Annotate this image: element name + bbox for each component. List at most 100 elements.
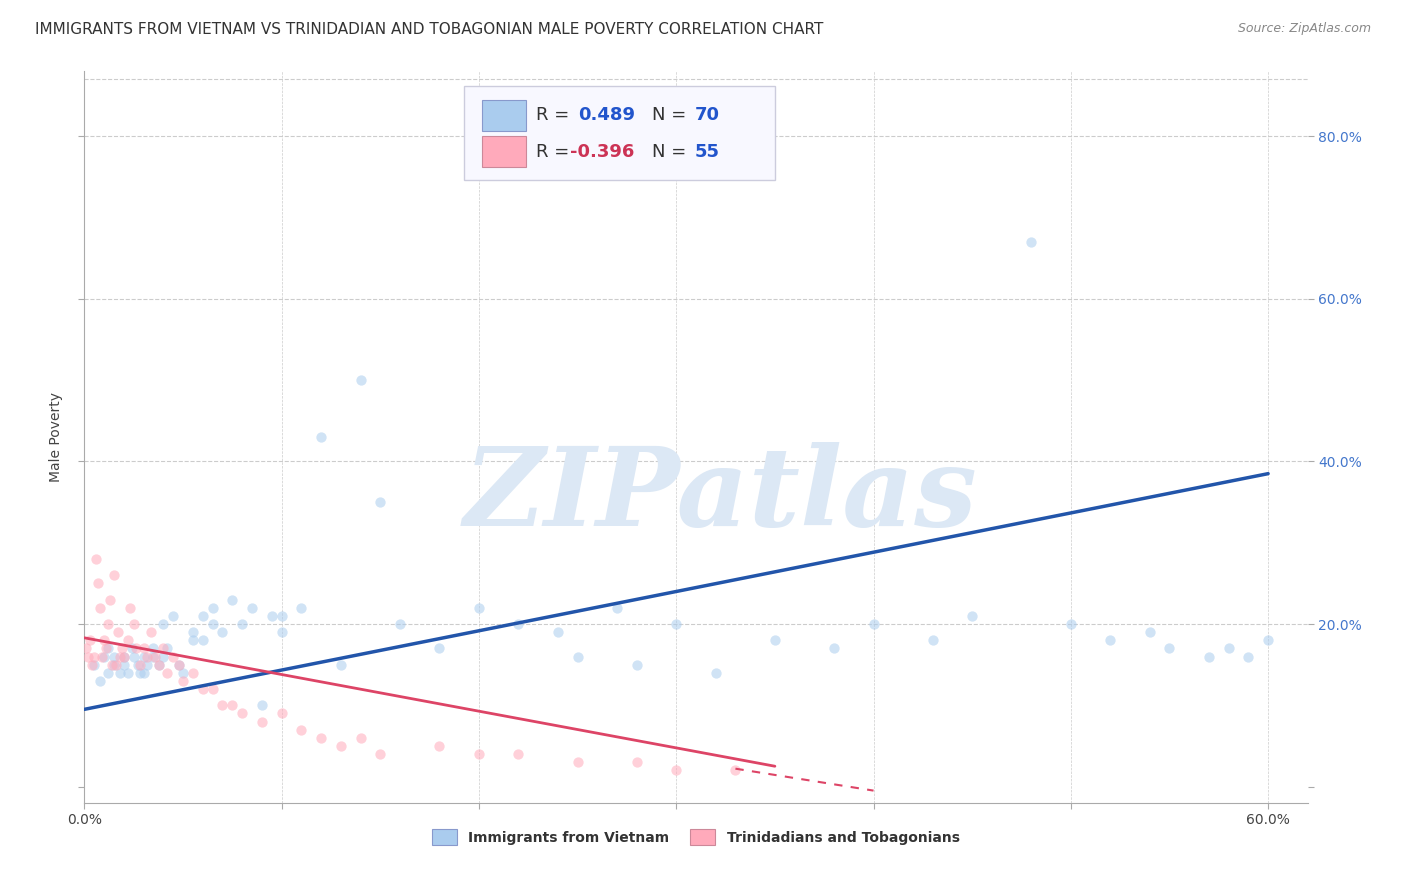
Point [152,649,174,664]
Text: 0.489: 0.489 [578,106,636,124]
Point [84,552,107,566]
FancyBboxPatch shape [482,136,526,167]
Point [127,657,149,672]
Point [148,657,170,672]
Text: Source: ZipAtlas.com: Source: ZipAtlas.com [1237,22,1371,36]
Point [862,617,884,632]
Point [103,568,125,582]
Point [108,665,131,680]
Point [270,706,292,721]
Point [191,633,214,648]
Point [75,641,97,656]
Point [1021,235,1043,249]
Point [606,600,628,615]
Point [368,747,391,761]
Point [152,641,174,656]
Point [704,665,727,680]
Point [724,764,747,778]
Point [231,706,253,721]
Point [132,649,155,664]
Point [1257,633,1279,648]
Point [167,657,190,672]
Point [97,617,120,632]
Point [329,739,352,753]
Point [221,592,243,607]
Point [98,592,121,607]
Point [97,665,120,680]
Point [368,495,391,509]
Point [103,649,125,664]
Text: 70: 70 [695,106,720,124]
Point [141,625,163,640]
Point [429,739,451,753]
Point [162,608,184,623]
Point [508,617,530,632]
Point [201,617,224,632]
Point [156,665,179,680]
Point [211,625,233,640]
Point [1139,625,1161,640]
Point [921,633,943,648]
Point [83,649,105,664]
Point [118,600,141,615]
Point [172,665,194,680]
Point [122,617,145,632]
Point [1198,649,1220,664]
Point [94,641,117,656]
Point [508,747,530,761]
Point [1060,617,1083,632]
Point [270,608,292,623]
Point [250,714,273,729]
Point [349,731,371,745]
Point [429,641,451,656]
Point [112,657,135,672]
Point [1237,649,1260,664]
Point [121,641,143,656]
Point [309,731,332,745]
Point [960,608,983,623]
Point [93,649,115,664]
Point [128,657,150,672]
Point [201,681,224,696]
Point [290,723,312,737]
Point [349,373,371,387]
Point [468,600,491,615]
Point [191,608,214,623]
Point [142,641,165,656]
Point [124,641,146,656]
Point [626,755,648,769]
Point [148,657,170,672]
Text: N =: N = [652,106,686,124]
Point [201,600,224,615]
Point [162,649,184,664]
FancyBboxPatch shape [464,86,776,179]
Text: 55: 55 [695,143,720,161]
Point [112,649,135,664]
Point [270,625,292,640]
Point [665,764,688,778]
Point [250,698,273,713]
Point [152,617,174,632]
Point [83,657,105,672]
Point [156,641,179,656]
Point [107,625,129,640]
Point [82,657,104,672]
Point [172,673,194,688]
Text: R =: R = [536,106,569,124]
Point [763,633,786,648]
Point [1159,641,1181,656]
Text: -0.396: -0.396 [569,143,634,161]
Point [136,649,159,664]
Point [97,641,120,656]
Point [567,649,589,664]
Point [567,755,589,769]
Point [329,657,352,672]
Point [191,681,214,696]
Point [89,600,111,615]
Point [103,657,125,672]
Point [181,625,204,640]
Point [108,649,131,664]
Point [111,641,134,656]
Point [77,649,100,664]
Point [389,617,412,632]
